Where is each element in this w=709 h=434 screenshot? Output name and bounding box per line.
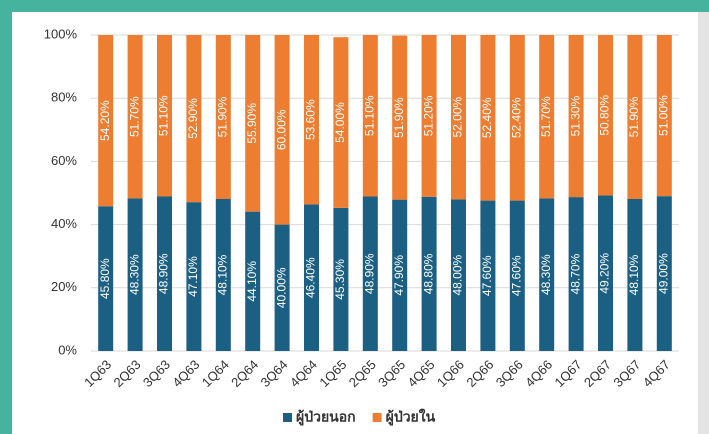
bar-segment bbox=[421, 35, 437, 197]
value-label: 51.10% bbox=[362, 95, 376, 136]
value-label: 51.90% bbox=[627, 96, 641, 137]
value-label: 54.20% bbox=[98, 100, 112, 141]
bar-segment bbox=[127, 35, 143, 199]
bar-segment bbox=[98, 35, 114, 207]
value-label: 45.30% bbox=[333, 259, 347, 300]
value-label: 54.00% bbox=[333, 102, 347, 143]
value-label: 48.70% bbox=[568, 253, 582, 294]
value-label: 51.70% bbox=[127, 96, 141, 137]
value-label: 60.00% bbox=[274, 109, 288, 150]
bar-segment bbox=[598, 195, 613, 351]
value-label: 40.00% bbox=[274, 267, 288, 308]
bar-segment bbox=[480, 200, 496, 351]
bar-segment bbox=[627, 35, 643, 200]
value-label: 45.80% bbox=[98, 258, 112, 299]
value-label: 51.20% bbox=[421, 95, 435, 136]
bar-segment bbox=[245, 211, 261, 351]
bar-segment bbox=[333, 207, 349, 351]
value-label: 51.30% bbox=[568, 95, 582, 136]
edge bbox=[698, 12, 709, 434]
bar-segment bbox=[274, 35, 290, 225]
value-label: 48.10% bbox=[627, 254, 641, 295]
bar-segment bbox=[362, 35, 378, 197]
bar-segment bbox=[186, 35, 202, 203]
value-label: 46.40% bbox=[304, 257, 318, 298]
legend-label: ผู้ป่วยใน bbox=[386, 408, 436, 426]
bar-segment bbox=[186, 202, 202, 351]
value-label: 48.30% bbox=[127, 254, 141, 295]
value-label: 44.10% bbox=[245, 261, 259, 302]
value-label: 55.90% bbox=[245, 103, 259, 144]
bar-segment bbox=[157, 196, 172, 351]
bar-segment bbox=[627, 199, 643, 351]
bar-segment bbox=[333, 37, 349, 208]
bar-segment bbox=[598, 35, 613, 196]
legend-swatch bbox=[372, 413, 382, 422]
bar-segment bbox=[304, 204, 319, 351]
value-label: 47.90% bbox=[392, 255, 406, 296]
value-label: 51.70% bbox=[539, 96, 553, 137]
legend-swatch bbox=[283, 413, 292, 422]
bar-segment bbox=[392, 35, 408, 200]
bar-segment bbox=[451, 35, 466, 200]
bar-segment bbox=[421, 196, 437, 351]
value-label: 48.00% bbox=[451, 254, 465, 295]
value-label: 52.90% bbox=[186, 98, 200, 139]
bar-segment bbox=[451, 199, 466, 351]
value-label: 48.80% bbox=[421, 253, 435, 294]
bar-segment bbox=[98, 206, 114, 351]
y-tick-label: 80% bbox=[51, 90, 77, 105]
value-label: 51.90% bbox=[215, 96, 229, 137]
bar-segment bbox=[656, 196, 672, 351]
value-label: 47.60% bbox=[509, 255, 523, 296]
y-tick-label: 0% bbox=[58, 342, 77, 357]
value-label: 52.00% bbox=[451, 96, 465, 137]
value-label: 52.40% bbox=[509, 97, 523, 138]
bar-segment bbox=[656, 35, 672, 197]
bar-segment bbox=[245, 35, 261, 212]
y-tick-label: 20% bbox=[51, 279, 77, 294]
value-label: 48.10% bbox=[215, 254, 229, 295]
bar-segment bbox=[362, 196, 378, 351]
value-label: 50.80% bbox=[598, 95, 612, 136]
y-tick-label: 100% bbox=[44, 26, 78, 41]
bar-segment bbox=[568, 35, 584, 198]
value-label: 51.10% bbox=[157, 95, 171, 136]
value-label: 53.60% bbox=[304, 99, 318, 140]
legend-label: ผู้ป่วยนอก bbox=[296, 409, 356, 426]
bar-segment bbox=[215, 199, 231, 351]
bar-segment bbox=[509, 35, 525, 201]
value-label: 47.60% bbox=[480, 255, 494, 296]
bar-segment bbox=[274, 224, 290, 351]
value-label: 48.90% bbox=[157, 253, 171, 294]
value-label: 51.00% bbox=[656, 95, 670, 136]
value-label: 52.40% bbox=[480, 97, 494, 138]
value-label: 51.90% bbox=[392, 97, 406, 138]
bar-segment bbox=[568, 197, 584, 351]
bar-segment bbox=[480, 35, 496, 201]
bar-segment bbox=[392, 199, 408, 351]
y-tick-label: 40% bbox=[51, 216, 77, 231]
value-label: 48.90% bbox=[362, 253, 376, 294]
bar-segment bbox=[127, 198, 143, 351]
value-label: 49.00% bbox=[656, 253, 670, 294]
value-label: 47.10% bbox=[186, 256, 200, 297]
bar-segment bbox=[215, 35, 231, 200]
bar-segment bbox=[539, 198, 555, 351]
bar-segment bbox=[509, 200, 525, 351]
bar-segment bbox=[304, 35, 319, 205]
value-label: 48.30% bbox=[539, 254, 553, 295]
chart-panel bbox=[12, 12, 698, 434]
bar-segment bbox=[539, 35, 555, 199]
value-label: 49.20% bbox=[598, 253, 612, 294]
y-tick-label: 60% bbox=[51, 153, 77, 168]
bar-segment bbox=[157, 35, 172, 197]
